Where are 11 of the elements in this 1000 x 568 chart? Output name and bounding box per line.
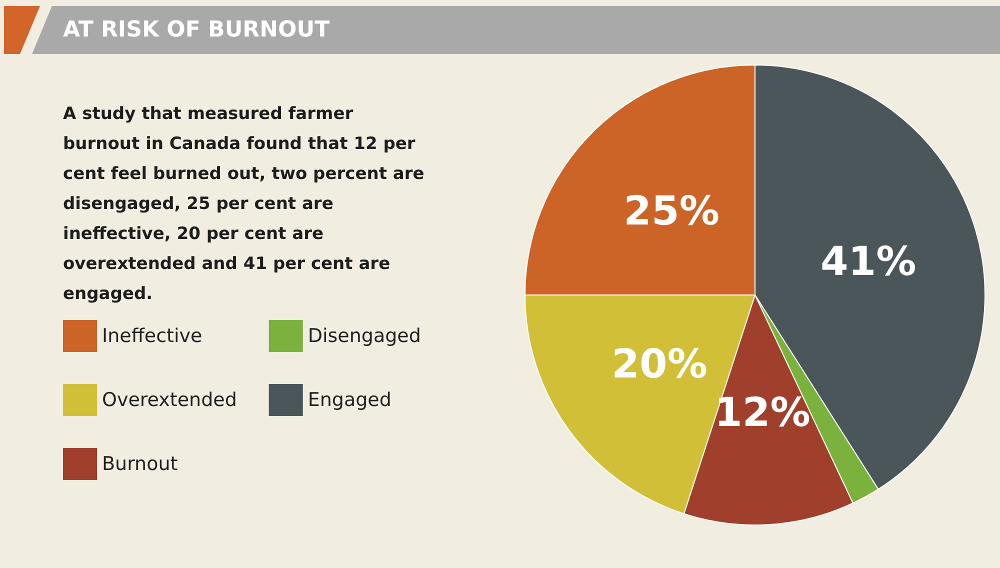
legend-label: Ineffective: [102, 325, 202, 347]
data-label: 20%: [612, 341, 708, 388]
chart-title: AT RISK OF BURNOUT: [63, 18, 330, 42]
legend-label: Overextended: [102, 389, 237, 411]
legend-label: Burnout: [102, 453, 178, 475]
data-label: 12%: [714, 390, 810, 436]
data-label: 25%: [624, 188, 720, 235]
legend-label: Engaged: [308, 389, 392, 411]
legend-label: Disengaged: [308, 325, 421, 347]
data-label: 41%: [820, 239, 916, 286]
text: A study that measured farmer burnout in Canada found that 12 per cent feel burned out, two percent are disengaged, 25 per cent are ineffective, 20 per cent are overextended and 41 per cent are engaged.: [63, 104, 430, 304]
